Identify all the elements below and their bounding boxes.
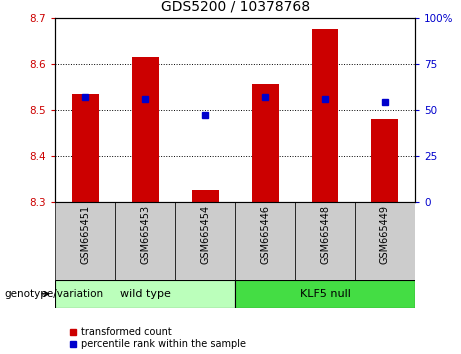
- Bar: [132, 57, 159, 202]
- Bar: [115, 202, 175, 280]
- Bar: [252, 84, 278, 202]
- Title: GDS5200 / 10378768: GDS5200 / 10378768: [160, 0, 310, 14]
- Bar: [192, 190, 219, 202]
- Bar: [175, 202, 235, 280]
- Text: GSM665451: GSM665451: [80, 205, 90, 264]
- Text: KLF5 null: KLF5 null: [300, 289, 350, 299]
- Bar: [55, 280, 235, 308]
- Bar: [72, 93, 99, 202]
- Bar: [235, 280, 415, 308]
- Bar: [235, 202, 295, 280]
- Bar: [295, 202, 355, 280]
- Text: GSM665448: GSM665448: [320, 205, 330, 264]
- Bar: [372, 119, 398, 202]
- Text: GSM665454: GSM665454: [200, 205, 210, 264]
- Text: GSM665453: GSM665453: [140, 205, 150, 264]
- Bar: [55, 202, 115, 280]
- Text: genotype/variation: genotype/variation: [5, 289, 104, 299]
- Bar: [312, 29, 338, 202]
- Bar: [355, 202, 415, 280]
- Text: GSM665446: GSM665446: [260, 205, 270, 264]
- Text: GSM665449: GSM665449: [380, 205, 390, 264]
- Legend: transformed count, percentile rank within the sample: transformed count, percentile rank withi…: [70, 327, 246, 349]
- Text: wild type: wild type: [120, 289, 171, 299]
